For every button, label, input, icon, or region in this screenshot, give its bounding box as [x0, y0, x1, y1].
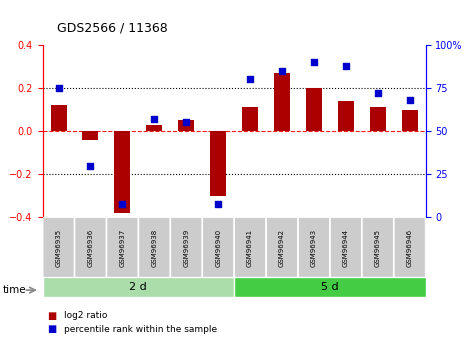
FancyBboxPatch shape	[235, 217, 266, 278]
Text: 5 d: 5 d	[321, 282, 339, 292]
Point	[119, 201, 126, 206]
Bar	[146, 125, 162, 131]
Point	[342, 63, 350, 68]
FancyBboxPatch shape	[330, 217, 361, 278]
Text: GSM96946: GSM96946	[407, 228, 413, 267]
Bar	[82, 131, 98, 140]
FancyBboxPatch shape	[43, 277, 234, 297]
Text: GSM96940: GSM96940	[215, 228, 221, 267]
FancyBboxPatch shape	[362, 217, 394, 278]
Text: ■: ■	[47, 325, 57, 334]
FancyBboxPatch shape	[394, 217, 425, 278]
Point	[374, 90, 382, 96]
Text: GSM96944: GSM96944	[343, 228, 349, 267]
Point	[150, 116, 158, 122]
FancyBboxPatch shape	[266, 217, 298, 278]
Text: GSM96936: GSM96936	[88, 228, 94, 267]
FancyBboxPatch shape	[234, 277, 426, 297]
Bar	[306, 88, 322, 131]
Bar	[274, 73, 290, 131]
Bar	[51, 105, 67, 131]
FancyBboxPatch shape	[43, 217, 74, 278]
Text: GDS2566 / 11368: GDS2566 / 11368	[57, 21, 167, 34]
FancyBboxPatch shape	[202, 217, 234, 278]
Bar	[178, 120, 194, 131]
Bar	[210, 131, 226, 196]
Point	[183, 120, 190, 125]
Point	[55, 85, 62, 91]
Point	[406, 97, 413, 103]
Bar	[370, 107, 386, 131]
Point	[278, 68, 286, 73]
Text: GSM96938: GSM96938	[151, 228, 158, 267]
Point	[310, 59, 318, 65]
Text: GSM96939: GSM96939	[183, 228, 189, 267]
FancyBboxPatch shape	[107, 217, 138, 278]
Bar	[402, 110, 418, 131]
Text: GSM96942: GSM96942	[279, 228, 285, 267]
Text: GSM96945: GSM96945	[375, 228, 381, 267]
Bar	[114, 131, 131, 213]
Text: 2 d: 2 d	[130, 282, 147, 292]
FancyBboxPatch shape	[298, 217, 330, 278]
FancyBboxPatch shape	[75, 217, 106, 278]
Text: ■: ■	[47, 311, 57, 321]
Text: GSM96935: GSM96935	[55, 228, 61, 267]
Text: GSM96941: GSM96941	[247, 228, 253, 267]
Text: time: time	[2, 286, 26, 295]
Text: percentile rank within the sample: percentile rank within the sample	[64, 325, 217, 334]
Bar	[242, 107, 258, 131]
Text: GSM96937: GSM96937	[119, 228, 125, 267]
Point	[87, 163, 94, 168]
Point	[214, 201, 222, 206]
FancyBboxPatch shape	[171, 217, 202, 278]
FancyBboxPatch shape	[139, 217, 170, 278]
Text: log2 ratio: log2 ratio	[64, 311, 107, 320]
Bar	[338, 101, 354, 131]
Text: GSM96943: GSM96943	[311, 228, 317, 267]
Point	[246, 77, 254, 82]
